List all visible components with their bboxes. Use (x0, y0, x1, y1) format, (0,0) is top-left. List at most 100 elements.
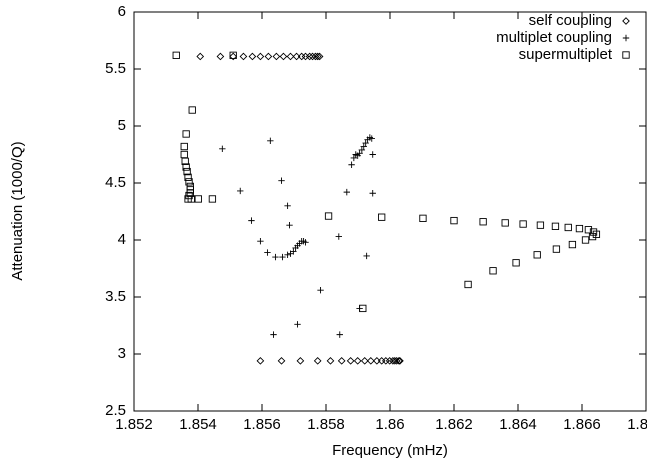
point (564, 223, 572, 232)
point (279, 253, 286, 261)
x-tick-label: 1.852 (115, 416, 153, 433)
point (272, 253, 279, 261)
point (512, 259, 520, 267)
point (313, 357, 322, 365)
point (359, 304, 367, 313)
point (196, 52, 205, 61)
point (313, 52, 322, 61)
point (181, 157, 189, 165)
point (308, 52, 317, 61)
point (369, 151, 376, 158)
point (464, 280, 472, 289)
plot-frame (133, 11, 647, 412)
point (257, 237, 264, 245)
point (533, 251, 541, 259)
point (182, 130, 190, 138)
point (256, 52, 265, 61)
y-tick-label: 6 (118, 3, 126, 20)
point (392, 357, 401, 365)
point (278, 177, 285, 184)
point (229, 52, 238, 61)
point (248, 217, 255, 224)
point (519, 220, 527, 228)
point (208, 195, 217, 203)
point (479, 218, 487, 226)
x-tick-label: 1.866 (563, 416, 601, 433)
point (290, 248, 297, 255)
point (584, 226, 593, 234)
point (279, 52, 288, 61)
legend-label: self coupling (529, 12, 612, 29)
x-tick-label: 1.86 (375, 416, 404, 433)
point (350, 154, 358, 162)
point (536, 221, 545, 229)
point (264, 52, 273, 61)
point (450, 216, 458, 225)
point (356, 150, 363, 157)
y-tick-label: 4.5 (105, 174, 126, 191)
point (183, 167, 191, 176)
point (301, 52, 310, 61)
y-tick-label: 3.5 (105, 288, 126, 305)
y-tick-label: 5.5 (105, 60, 126, 77)
point (184, 173, 192, 181)
point (294, 321, 301, 328)
point (575, 224, 584, 233)
y-axis-label: Attenuation (1000/Q) (9, 141, 26, 280)
point (256, 357, 265, 365)
x-tick-label: 1.864 (499, 416, 537, 433)
x-tick-label: 1.862 (435, 416, 473, 433)
point (237, 187, 244, 195)
x-axis-label: Frequency (mHz) (332, 442, 448, 459)
point (270, 331, 277, 338)
point (363, 252, 370, 260)
point (369, 190, 376, 197)
point (272, 52, 281, 61)
point (373, 357, 381, 365)
point (346, 357, 355, 365)
point (284, 251, 291, 259)
point (353, 357, 362, 365)
point (296, 357, 305, 365)
point (360, 143, 367, 150)
point (185, 178, 193, 186)
point (489, 267, 497, 275)
point (343, 188, 350, 196)
point (302, 239, 309, 246)
point (335, 233, 342, 240)
point (396, 357, 404, 365)
point (382, 357, 390, 365)
point (358, 146, 366, 154)
point (180, 142, 188, 151)
point (395, 357, 403, 365)
point (277, 357, 286, 365)
point (186, 189, 194, 197)
point (292, 52, 301, 61)
point (552, 245, 561, 253)
point (336, 331, 343, 338)
x-tick-label: 1.856 (243, 416, 281, 433)
point (180, 150, 188, 159)
point (286, 52, 295, 61)
point (305, 52, 314, 61)
point (216, 52, 225, 61)
point (385, 357, 394, 365)
point (368, 135, 375, 142)
legend-marker (622, 51, 630, 59)
point (264, 249, 271, 256)
point (501, 219, 509, 227)
point (366, 357, 375, 365)
point (592, 230, 601, 238)
y-tick-label: 5 (118, 117, 126, 134)
point (377, 357, 386, 365)
point (229, 51, 237, 59)
point (324, 212, 333, 220)
point (315, 52, 324, 61)
point (337, 357, 346, 365)
point (378, 213, 386, 221)
point (581, 236, 590, 244)
legend-marker (622, 34, 630, 42)
legend-marker (622, 17, 630, 25)
point (239, 52, 248, 61)
